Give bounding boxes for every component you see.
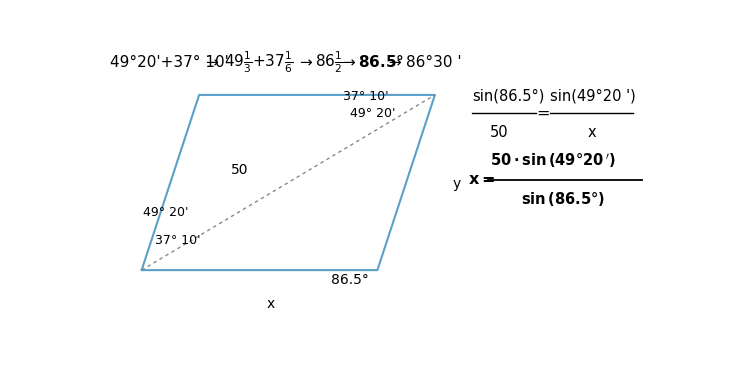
Text: 86.5°: 86.5° <box>332 273 370 287</box>
Text: 49° 20': 49° 20' <box>143 206 189 219</box>
Text: sin(49°20 '): sin(49°20 ') <box>550 88 636 103</box>
Text: 37° 10': 37° 10' <box>343 90 389 103</box>
Text: $\rightarrow$: $\rightarrow$ <box>203 55 220 70</box>
Text: y: y <box>452 177 460 191</box>
Text: 86$\frac{1}{2}$: 86$\frac{1}{2}$ <box>315 50 344 75</box>
Text: sin(86.5°): sin(86.5°) <box>473 88 545 103</box>
Text: 49°20'+37° 10': 49°20'+37° 10' <box>110 55 229 70</box>
Text: $\mathbf{x=}$: $\mathbf{x=}$ <box>467 172 495 187</box>
Text: 37° 10': 37° 10' <box>155 234 200 247</box>
Text: 50: 50 <box>490 124 508 139</box>
Text: 86°30 ': 86°30 ' <box>406 55 462 70</box>
Text: =: = <box>536 106 550 121</box>
Text: 50: 50 <box>231 163 248 177</box>
Text: x: x <box>588 124 596 139</box>
Text: $\mathbf{50 \cdot sin\,(49°20\,')}$: $\mathbf{50 \cdot sin\,(49°20\,')}$ <box>490 151 616 170</box>
Text: 49$\frac{1}{3}$+37$\frac{1}{6}$: 49$\frac{1}{3}$+37$\frac{1}{6}$ <box>224 50 293 75</box>
Text: $\rightarrow$: $\rightarrow$ <box>297 55 314 70</box>
Text: x: x <box>267 297 275 311</box>
Text: $\rightarrow$: $\rightarrow$ <box>386 55 403 70</box>
Text: $\rightarrow$: $\rightarrow$ <box>340 55 357 70</box>
Text: $\mathbf{sin\,(86.5°)}$: $\mathbf{sin\,(86.5°)}$ <box>521 190 605 208</box>
Text: 49° 20': 49° 20' <box>350 107 396 120</box>
Text: $\mathbf{86.5°}$: $\mathbf{86.5°}$ <box>358 54 404 70</box>
